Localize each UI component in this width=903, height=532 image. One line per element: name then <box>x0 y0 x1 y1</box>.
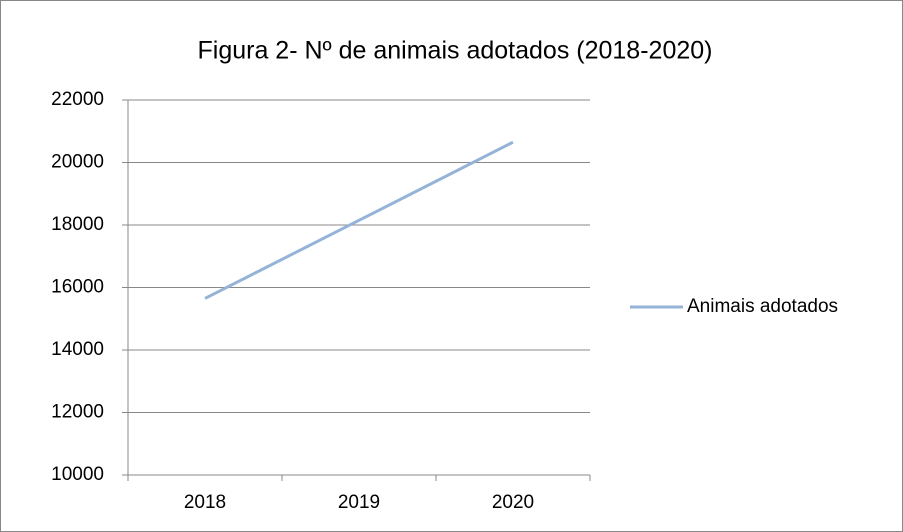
series-line <box>204 140 514 300</box>
y-tick-label: 18000 <box>51 214 104 235</box>
x-tick-label: 2019 <box>338 492 380 513</box>
legend-label: Animais adotados <box>687 296 838 317</box>
y-tick-label: 20000 <box>51 152 104 173</box>
y-tick-label: 10000 <box>51 464 104 485</box>
x-tick-label: 2018 <box>184 492 226 513</box>
y-tick-label: 16000 <box>51 277 104 298</box>
x-tick-label: 2020 <box>492 492 534 513</box>
chart-title: Figura 2- Nº de animais adotados (2018-2… <box>198 37 713 65</box>
y-tick-label: 14000 <box>51 339 104 360</box>
y-tick-label: 22000 <box>51 89 104 110</box>
y-tick-label: 12000 <box>51 402 104 423</box>
